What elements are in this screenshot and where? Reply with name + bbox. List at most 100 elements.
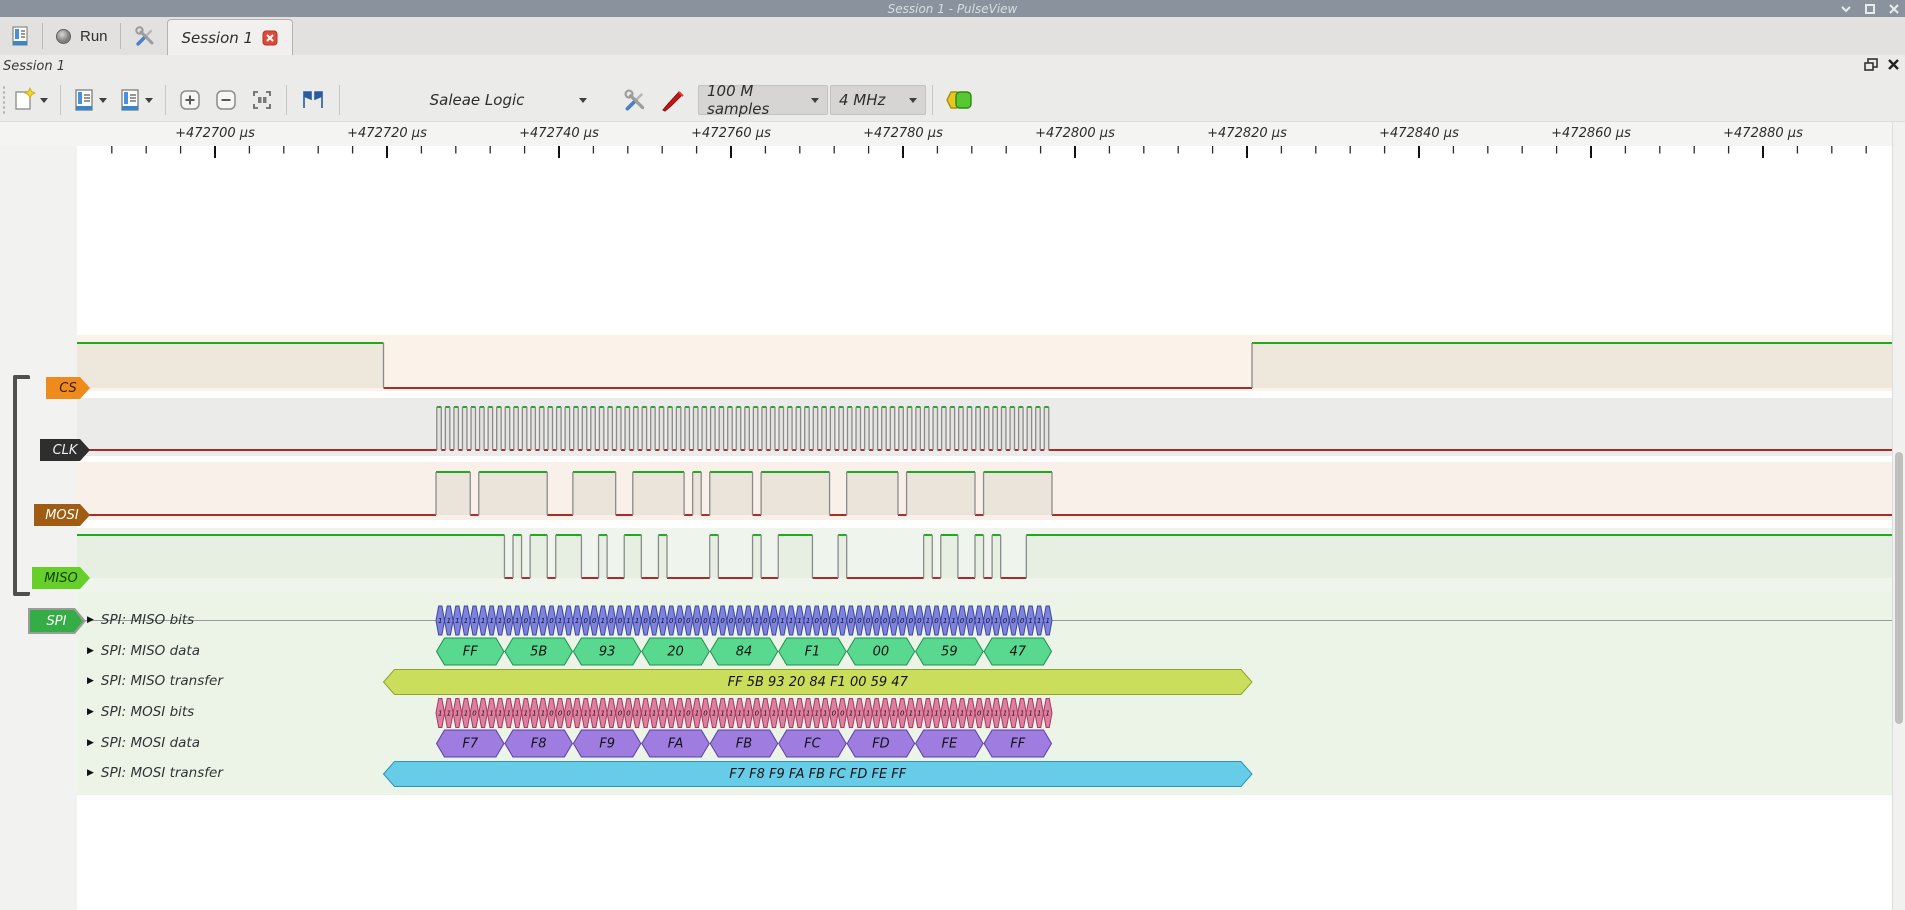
- svg-text:1: 1: [464, 710, 468, 718]
- svg-text:0: 0: [1003, 617, 1008, 625]
- svg-text:0: 0: [832, 710, 837, 718]
- svg-text:1: 1: [678, 710, 682, 718]
- svg-text:1: 1: [926, 617, 930, 625]
- row-label-miso-transfer[interactable]: ▶ SPI: MISO transfer: [87, 673, 223, 689]
- miso-data-annotations: FF 5B 93 20 84 F1 00 59 47: [435, 637, 1053, 666]
- sessions-menu-button[interactable]: [0, 17, 40, 55]
- svg-text:FD: FD: [872, 737, 890, 752]
- ruler-ticks: [111, 146, 1902, 158]
- signal-flag-cs[interactable]: CS: [46, 377, 90, 399]
- new-session-dropdown-arrow[interactable]: [40, 97, 48, 107]
- vertical-scrollbar[interactable]: [1892, 122, 1905, 910]
- zoom-in-button[interactable]: [174, 86, 206, 114]
- svg-text:0: 0: [866, 617, 871, 625]
- expand-arrow-icon[interactable]: ▶: [87, 738, 94, 748]
- signal-flag-clk[interactable]: CLK: [40, 439, 90, 461]
- open-file-dropdown-arrow[interactable]: [99, 97, 107, 107]
- clk-waveform: [77, 406, 1905, 451]
- svg-text:1: 1: [464, 617, 468, 625]
- svg-text:1: 1: [1045, 617, 1049, 625]
- save-file-button[interactable]: [115, 85, 157, 115]
- shade-icon[interactable]: [1839, 2, 1853, 16]
- svg-text:1: 1: [960, 710, 964, 718]
- show-cursors-button[interactable]: [295, 86, 331, 114]
- decoder-flag-spi[interactable]: SPI: [28, 608, 86, 634]
- scrollbar-handle[interactable]: [1895, 452, 1903, 724]
- float-dock-icon[interactable]: [1864, 57, 1879, 76]
- close-window-icon[interactable]: [1887, 2, 1901, 16]
- dock-title-label: Session 1: [3, 59, 66, 74]
- window-title: Session 1 - PulseView: [887, 1, 1018, 16]
- svg-text:0: 0: [566, 710, 571, 718]
- flag-label: MISO: [44, 570, 78, 586]
- svg-text:1: 1: [934, 710, 938, 718]
- expand-arrow-icon[interactable]: ▶: [87, 768, 94, 778]
- zoom-out-button[interactable]: [210, 86, 242, 114]
- sample-count-select[interactable]: 100 M samples: [698, 82, 828, 118]
- close-dock-icon[interactable]: [1886, 57, 1901, 76]
- svg-text:1: 1: [780, 710, 784, 718]
- svg-text:1: 1: [524, 710, 528, 718]
- svg-text:93: 93: [599, 645, 616, 660]
- svg-text:0: 0: [1011, 617, 1016, 625]
- row-label-mosi-transfer[interactable]: ▶ SPI: MOSI transfer: [87, 765, 223, 781]
- svg-text:1: 1: [746, 710, 750, 718]
- settings-button[interactable]: [123, 17, 167, 55]
- tab-session-1[interactable]: Session 1: [166, 19, 294, 55]
- zoom-fit-button[interactable]: [246, 86, 278, 114]
- svg-text:1: 1: [558, 617, 562, 625]
- separator: [339, 84, 340, 115]
- svg-text:1: 1: [857, 710, 861, 718]
- signal-flag-mosi[interactable]: MOSI: [34, 504, 90, 526]
- time-ruler[interactable]: +472700 µs +472720 µs +472740 µs +472760 µs…: [0, 122, 1905, 146]
- svg-text:1: 1: [532, 710, 536, 718]
- svg-text:1: 1: [455, 710, 459, 718]
- zoom-fit-icon: [253, 90, 271, 109]
- svg-text:FC: FC: [804, 737, 821, 752]
- svg-text:1: 1: [849, 710, 853, 718]
- svg-text:1: 1: [951, 710, 955, 718]
- svg-text:0: 0: [618, 710, 623, 718]
- sample-rate-select[interactable]: 4 MHz: [830, 84, 926, 115]
- configure-device-button[interactable]: [618, 85, 652, 115]
- svg-text:1: 1: [977, 617, 981, 625]
- channels-button[interactable]: [656, 85, 690, 115]
- separator: [60, 84, 61, 115]
- new-session-button[interactable]: [8, 85, 52, 115]
- svg-text:0: 0: [874, 617, 879, 625]
- device-select[interactable]: Saleae Logic: [401, 91, 616, 109]
- ruler-label: +472840 µs: [1379, 126, 1459, 141]
- ruler-label: +472880 µs: [1723, 126, 1803, 141]
- expand-arrow-icon[interactable]: ▶: [87, 646, 94, 656]
- row-label-mosi-data[interactable]: ▶ SPI: MOSI data: [87, 735, 200, 751]
- tab-close-icon[interactable]: [262, 30, 278, 46]
- signal-flag-miso[interactable]: MISO: [32, 567, 90, 589]
- expand-arrow-icon[interactable]: ▶: [87, 676, 94, 686]
- svg-text:1: 1: [737, 710, 741, 718]
- svg-text:0: 0: [763, 617, 768, 625]
- open-file-button[interactable]: [69, 85, 111, 115]
- svg-text:0: 0: [652, 617, 657, 625]
- expand-arrow-icon[interactable]: ▶: [87, 615, 94, 625]
- add-decoder-button[interactable]: [941, 87, 977, 113]
- svg-text:1: 1: [652, 710, 656, 718]
- save-file-dropdown-arrow[interactable]: [145, 97, 153, 107]
- device-tools-icon: [624, 88, 645, 111]
- svg-text:1: 1: [712, 617, 716, 625]
- row-label-mosi-bits[interactable]: ▶ SPI: MOSI bits: [87, 704, 194, 720]
- svg-text:1: 1: [1020, 710, 1024, 718]
- session-document-icon: [12, 26, 28, 46]
- row-label-miso-data[interactable]: ▶ SPI: MISO data: [87, 643, 200, 659]
- svg-text:1: 1: [840, 617, 844, 625]
- maximize-icon[interactable]: [1863, 2, 1877, 16]
- row-label-miso-bits[interactable]: ▶ SPI: MISO bits: [87, 612, 194, 628]
- run-button[interactable]: Run: [45, 17, 118, 55]
- svg-text:1: 1: [866, 710, 870, 718]
- svg-text:1: 1: [447, 617, 451, 625]
- svg-text:1: 1: [1003, 710, 1007, 718]
- toolbar-drag-handle[interactable]: [2, 84, 6, 115]
- svg-text:1: 1: [575, 617, 579, 625]
- expand-arrow-icon[interactable]: ▶: [87, 707, 94, 717]
- channel-group-bracket[interactable]: [13, 375, 30, 596]
- svg-text:0: 0: [626, 710, 631, 718]
